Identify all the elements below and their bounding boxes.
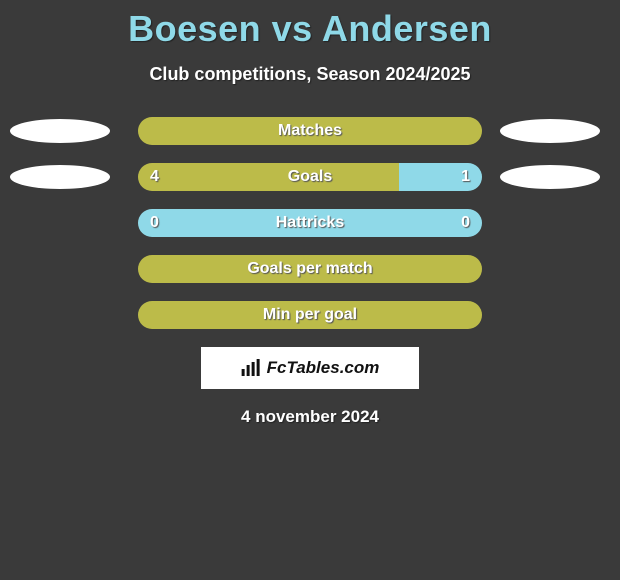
- date-text: 4 november 2024: [0, 407, 620, 427]
- player-avatar-left: [10, 119, 110, 143]
- comparison-row: Matches: [0, 117, 620, 145]
- brand-text: FcTables.com: [267, 358, 380, 378]
- stat-bar: Min per goal: [138, 301, 482, 329]
- comparison-infographic: Boesen vs Andersen Club competitions, Se…: [0, 0, 620, 580]
- page-title: Boesen vs Andersen: [0, 0, 620, 50]
- comparison-row: 41Goals: [0, 163, 620, 191]
- brand-bars-icon: [241, 359, 263, 377]
- player-avatar-right: [500, 119, 600, 143]
- comparison-row: Goals per match: [0, 255, 620, 283]
- stat-bar: 41Goals: [138, 163, 482, 191]
- player-avatar-left: [10, 165, 110, 189]
- stat-value-right: 0: [461, 209, 470, 237]
- stat-value-right: 1: [461, 163, 470, 191]
- player-avatar-right: [500, 165, 600, 189]
- stat-value-left: 4: [150, 163, 159, 191]
- stat-bar-left-fill: [138, 301, 482, 329]
- stat-bar-left-fill: [138, 255, 482, 283]
- stat-bar: 00Hattricks: [138, 209, 482, 237]
- stat-value-left: 0: [150, 209, 159, 237]
- subtitle: Club competitions, Season 2024/2025: [0, 64, 620, 85]
- comparison-row: Min per goal: [0, 301, 620, 329]
- stat-bar-left-fill: [138, 163, 399, 191]
- comparison-row: 00Hattricks: [0, 209, 620, 237]
- stat-bar-left-fill: [138, 117, 482, 145]
- stat-bar: Matches: [138, 117, 482, 145]
- stat-bar-right-fill: [138, 209, 482, 237]
- comparison-rows: Matches41Goals00HattricksGoals per match…: [0, 117, 620, 329]
- brand-box: FcTables.com: [201, 347, 419, 389]
- stat-bar: Goals per match: [138, 255, 482, 283]
